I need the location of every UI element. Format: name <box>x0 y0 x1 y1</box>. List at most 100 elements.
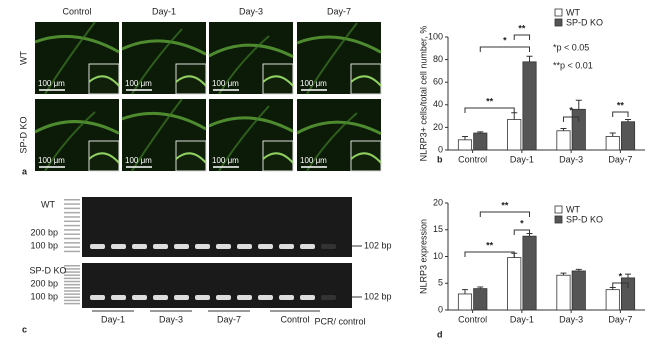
tissue-fluorescence <box>306 22 358 95</box>
ladder-label: 200 bp <box>30 278 58 288</box>
significance-bracket <box>513 229 531 235</box>
scale-label: 100 μm <box>300 156 327 165</box>
significance-label: ** <box>486 240 494 250</box>
ladder-band <box>64 237 80 240</box>
pcr-band <box>132 244 147 249</box>
inset-fluorescence <box>175 75 207 87</box>
y-tick-label: 80 <box>433 54 443 64</box>
ladder-band <box>64 280 80 283</box>
ladder-band <box>64 268 80 270</box>
ladder-band <box>64 296 80 299</box>
significance-bracket <box>479 46 531 52</box>
pcr-band <box>90 244 105 249</box>
tissue-fluorescence <box>306 112 358 172</box>
ladder-band <box>64 277 80 280</box>
bar <box>571 270 586 311</box>
pcr-band <box>111 244 126 249</box>
column-label: Day-1 <box>152 6 176 16</box>
significance-label: ** <box>617 100 625 110</box>
ladder-label: 100 bp <box>30 291 58 301</box>
tissue-fluorescence <box>218 105 270 172</box>
x-tick-label: Day-3 <box>559 314 583 324</box>
ladder-label: 100 bp <box>30 240 58 250</box>
bar <box>556 130 571 151</box>
pcr-band <box>174 244 189 249</box>
ladder-band <box>64 283 80 286</box>
band-size-label: 102 bp <box>364 240 392 250</box>
tissue-fluorescence <box>121 39 207 56</box>
ladder-band <box>64 224 80 227</box>
significance-label: ** <box>518 23 526 33</box>
tissue-fluorescence <box>44 111 96 172</box>
inset-fluorescence <box>88 152 120 164</box>
tissue-fluorescence <box>34 120 120 135</box>
scale-label: 100 μm <box>212 79 239 88</box>
pcr-band <box>321 295 336 300</box>
ladder-band <box>64 229 80 231</box>
y-tick-label: 10 <box>433 251 443 261</box>
y-tick-label: 0 <box>438 304 443 314</box>
x-tick-label: Control <box>458 314 487 324</box>
bar <box>457 139 473 151</box>
tissue-fluorescence <box>296 120 382 136</box>
tissue-fluorescence <box>131 98 183 172</box>
ladder-band <box>64 299 80 302</box>
x-tick-label: Day-3 <box>559 154 583 164</box>
y-tick-label: 5 <box>438 278 443 288</box>
pcr-band <box>300 244 315 249</box>
significance-bracket <box>479 211 531 217</box>
legend-swatch <box>554 8 563 17</box>
significance-note: **p < 0.01 <box>553 60 593 70</box>
ladder-band <box>64 250 80 253</box>
lane-label: Day-1 <box>101 314 125 324</box>
bar <box>620 121 636 151</box>
lane-label: Day-3 <box>159 314 183 324</box>
ladder-band <box>64 203 80 205</box>
panel-letter: b <box>437 154 443 164</box>
error-bar <box>575 268 582 271</box>
ladder-band <box>64 293 80 295</box>
panel-letter: d <box>437 329 443 339</box>
error-bar <box>477 286 484 289</box>
tissue-fluorescence <box>208 116 294 133</box>
error-bar <box>575 99 582 110</box>
tissue-fluorescence <box>34 34 120 54</box>
panel-letter: a <box>22 166 28 176</box>
ladder-band <box>64 220 80 223</box>
pcr-band <box>195 295 210 300</box>
pcr-band <box>174 295 189 300</box>
error-bar <box>461 289 468 294</box>
significance-label: ** <box>501 200 509 210</box>
scale-label: 100 μm <box>125 156 152 165</box>
bar <box>556 274 571 311</box>
tissue-fluorescence <box>208 43 294 59</box>
legend-swatch <box>554 205 563 214</box>
error-bar <box>461 135 468 140</box>
y-axis-label: NLRP3+ cells/total cell number, % <box>418 26 428 162</box>
y-tick-label: 60 <box>433 77 443 87</box>
error-bar <box>625 273 632 278</box>
inset <box>175 140 207 172</box>
significance-bracket <box>513 34 531 40</box>
tissue-fluorescence <box>218 35 270 95</box>
column-label: Day-3 <box>239 6 263 16</box>
bar <box>507 257 522 311</box>
pcr-band <box>153 295 168 300</box>
inset-fluorescence <box>350 75 382 87</box>
error-bar <box>560 272 567 276</box>
legend-label: WT <box>566 7 580 17</box>
ladder-band <box>64 302 80 305</box>
pcr-band <box>111 295 126 300</box>
lane-label: Control <box>280 314 309 324</box>
bar <box>522 235 537 311</box>
row-label: WT <box>18 51 28 65</box>
x-tick-label: Day-1 <box>510 314 534 324</box>
y-tick-label: 20 <box>433 197 443 207</box>
bar <box>507 119 522 151</box>
pcr-band <box>132 295 147 300</box>
ladder-band <box>64 265 80 267</box>
significance-label: * <box>569 105 573 115</box>
error-bar <box>526 55 533 62</box>
